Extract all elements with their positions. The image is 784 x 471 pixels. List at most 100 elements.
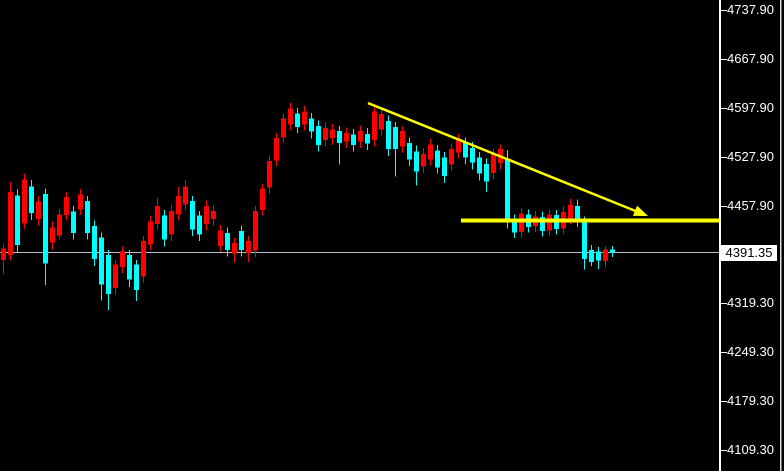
candle-body — [260, 188, 265, 211]
candle-body — [372, 111, 377, 141]
candle-body — [435, 150, 440, 168]
candle-body — [211, 210, 216, 220]
tick-dash — [721, 303, 727, 304]
candle-body — [302, 111, 307, 125]
candle-body — [407, 142, 412, 160]
candle-body — [57, 214, 62, 236]
tick-dash — [721, 450, 727, 451]
candle-body — [414, 151, 419, 172]
candle-body — [127, 254, 132, 280]
candle-body — [505, 159, 510, 220]
candle-body — [295, 113, 300, 127]
candle-body — [113, 264, 118, 288]
current-price-value: 4391.35 — [725, 244, 773, 260]
candle-body — [15, 195, 20, 246]
candle-body — [568, 205, 573, 219]
tick-dash — [721, 401, 727, 402]
candle-body — [78, 194, 83, 210]
price-axis[interactable]: 4737.90 4667.90 4597.90 4527.90 4457.90 4319.… — [720, 0, 784, 471]
price-axis-label: 4319.30 — [727, 295, 774, 310]
candle-body — [92, 226, 97, 260]
tick-dash — [721, 205, 727, 207]
price-axis-tick: 4457.90 — [720, 198, 784, 214]
candle-body — [330, 129, 335, 139]
candle-body — [99, 237, 104, 285]
candle-body — [309, 118, 314, 132]
candle-body — [582, 221, 587, 260]
candle-body — [519, 213, 524, 232]
candle-body — [449, 149, 454, 165]
price-axis-label: 4667.90 — [727, 51, 774, 66]
candle-body — [232, 243, 237, 254]
candle-body — [169, 210, 174, 235]
candle-body — [323, 128, 328, 141]
candle-body — [253, 210, 258, 251]
price-axis-tick: 4179.30 — [720, 393, 784, 409]
candle-body — [589, 250, 594, 262]
candle-body — [596, 251, 601, 261]
trendline-arrowhead-icon — [632, 205, 648, 217]
candle-body — [141, 240, 146, 277]
price-axis-label: 4179.30 — [727, 393, 774, 408]
candle-body — [1, 248, 6, 260]
candle-body — [610, 249, 615, 253]
candle-body — [274, 138, 279, 161]
candle-body — [491, 154, 496, 174]
price-axis-label: 4109.30 — [727, 442, 774, 457]
candle-body — [197, 215, 202, 235]
candle-body — [365, 133, 370, 144]
candle-body — [204, 205, 209, 225]
price-axis-tick: 4527.90 — [720, 149, 784, 165]
price-axis-label: 4527.90 — [727, 149, 774, 164]
candle-body — [36, 201, 41, 220]
tick-dash — [721, 352, 727, 353]
candle-body — [225, 233, 230, 251]
candle-body — [379, 114, 384, 130]
candle-body — [64, 196, 69, 216]
candle-body — [477, 157, 482, 174]
candle-body — [575, 205, 580, 221]
candles-group — [1, 103, 615, 311]
candle-body — [421, 154, 426, 167]
candle-body — [442, 157, 447, 176]
candle-body — [183, 186, 188, 205]
candle-body — [8, 191, 13, 255]
price-axis-tick: 4109.30 — [720, 442, 784, 458]
candle-body — [281, 118, 286, 138]
trendline-annotation[interactable] — [367, 101, 638, 213]
tick-dash — [721, 157, 727, 158]
candle-body — [512, 219, 517, 233]
tick-dash — [721, 10, 727, 11]
price-axis-label: 4737.90 — [727, 2, 774, 17]
price-axis-tick: 4667.90 — [720, 51, 784, 67]
candle-body — [463, 142, 468, 158]
candle-body — [351, 134, 356, 146]
candle-body — [22, 179, 27, 224]
candle-body — [470, 147, 475, 163]
candle-body — [43, 194, 48, 264]
candle-body — [246, 240, 251, 253]
candle-body — [85, 201, 90, 234]
candle-body — [148, 221, 153, 245]
candle-body — [176, 196, 181, 215]
candle-body — [344, 133, 349, 142]
candle-body — [267, 161, 272, 188]
candle-body — [540, 217, 545, 232]
candle-body — [50, 227, 55, 243]
candle-body — [190, 201, 195, 230]
candle-body — [400, 131, 405, 147]
candle-body — [239, 231, 244, 251]
price-axis-label: 4457.90 — [727, 197, 774, 213]
price-axis-label: 4597.90 — [727, 100, 774, 115]
price-axis-tick: 4737.90 — [720, 2, 784, 18]
candle-body — [218, 230, 223, 246]
price-axis-tick: 4249.30 — [720, 344, 784, 360]
candle-body — [316, 126, 321, 146]
candle-body — [337, 131, 342, 143]
candle-body — [162, 215, 167, 240]
price-axis-label: 4249.30 — [727, 344, 774, 359]
candle-body — [358, 131, 363, 142]
candle-body — [29, 186, 34, 213]
